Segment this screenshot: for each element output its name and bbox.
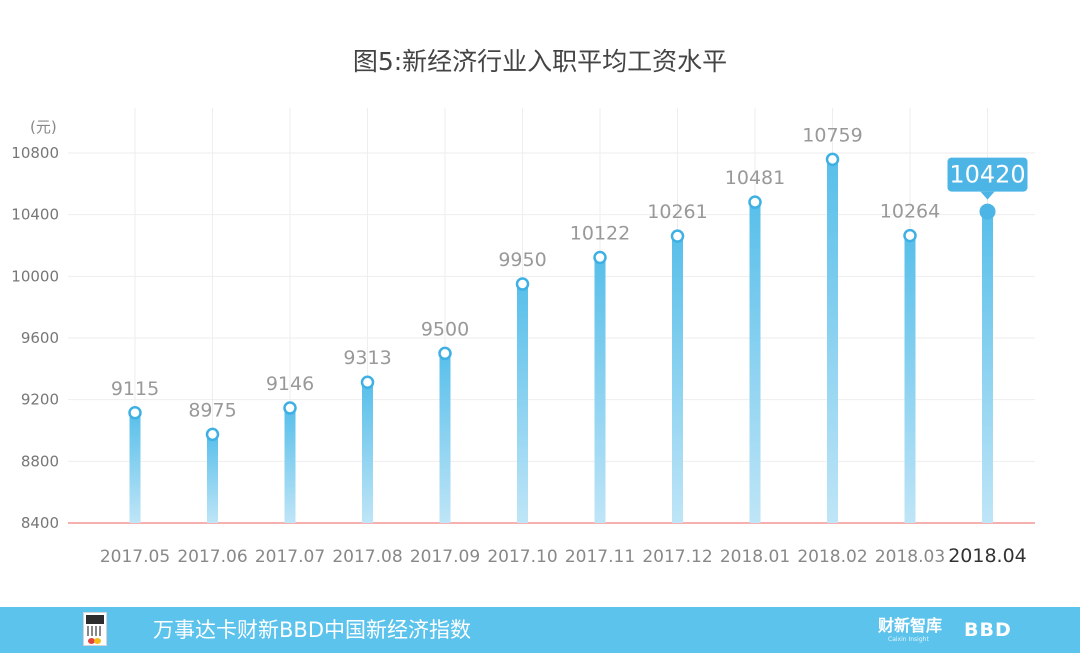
y-tick-label: 8400 [21, 514, 59, 532]
bar [284, 407, 296, 523]
highlight-callout-pointer [980, 191, 995, 200]
x-tick-label: 2018.02 [797, 547, 867, 567]
y-tick-label: 10800 [11, 144, 59, 162]
data-label: 10261 [647, 201, 707, 223]
data-label: 9500 [421, 318, 469, 340]
x-tick-label: 2018.04 [948, 545, 1027, 567]
data-label: 9950 [498, 249, 546, 271]
bbd-logo: BBD [964, 619, 1012, 641]
x-tick-label: 2017.08 [332, 547, 402, 567]
data-label: 8975 [188, 399, 236, 421]
caixin-insight-sub: Caixin Insight [888, 636, 929, 643]
point-marker-highlight [979, 203, 996, 220]
data-label: 10264 [880, 201, 940, 223]
bar [749, 202, 761, 523]
x-tick-label: 2017.07 [255, 547, 325, 567]
data-label: 9115 [111, 378, 159, 400]
data-label-highlight: 10420 [949, 161, 1025, 189]
point-marker [825, 152, 840, 167]
bar [827, 159, 838, 523]
bar [129, 412, 141, 523]
y-axis-unit: (元) [30, 118, 57, 136]
chart-title: 图5:新经济行业入职平均工资水平 [352, 47, 728, 76]
point-marker [748, 195, 762, 209]
point-marker [283, 401, 297, 415]
data-label: 10481 [725, 167, 785, 189]
y-tick-label: 10400 [11, 206, 59, 224]
bar [439, 353, 451, 523]
x-tick-label: 2018.03 [875, 547, 945, 567]
data-label: 10122 [570, 223, 630, 245]
bar [207, 434, 218, 523]
highlight-callout [947, 157, 1028, 192]
bar-chart: (元) 8400 8800 9200 9600 10000 10400 10800 9115 20… [11, 108, 1035, 567]
bar [517, 284, 528, 523]
data-label: 9313 [343, 347, 391, 369]
point-marker [438, 346, 452, 361]
nei-logo-icon [83, 612, 107, 646]
x-tick-label: 2017.10 [487, 547, 557, 567]
x-tick-label: 2018.01 [720, 547, 790, 567]
x-tick-label: 2017.11 [565, 547, 635, 567]
bar [982, 211, 993, 524]
x-tick-label: 2017.06 [177, 547, 247, 567]
bar [594, 257, 606, 523]
footer-bar: 万事达卡财新BBD中国新经济指数 财新智库 Caixin Insight BBD [0, 607, 1080, 653]
point-marker [670, 229, 685, 243]
data-label: 9146 [266, 373, 314, 395]
point-marker [128, 406, 142, 420]
x-tick-label: 2017.05 [100, 547, 170, 567]
x-tick-label: 2017.09 [410, 547, 480, 567]
y-tick-label: 8800 [21, 452, 59, 470]
point-marker [205, 427, 220, 442]
data-label: 10759 [802, 124, 862, 146]
bar [904, 235, 916, 523]
y-tick-label: 9600 [21, 329, 59, 347]
x-tick-label: 2017.12 [642, 547, 712, 567]
y-tick-label: 10000 [11, 267, 59, 285]
point-marker [903, 228, 917, 243]
bar [362, 382, 373, 523]
bar [672, 236, 683, 524]
caixin-insight-logo: 财新智库 [878, 616, 943, 635]
point-marker [360, 375, 375, 389]
point-marker [593, 250, 607, 265]
y-tick-label: 9200 [21, 391, 59, 409]
footer-title: 万事达卡财新BBD中国新经济指数 [153, 618, 471, 642]
point-marker [515, 277, 530, 291]
